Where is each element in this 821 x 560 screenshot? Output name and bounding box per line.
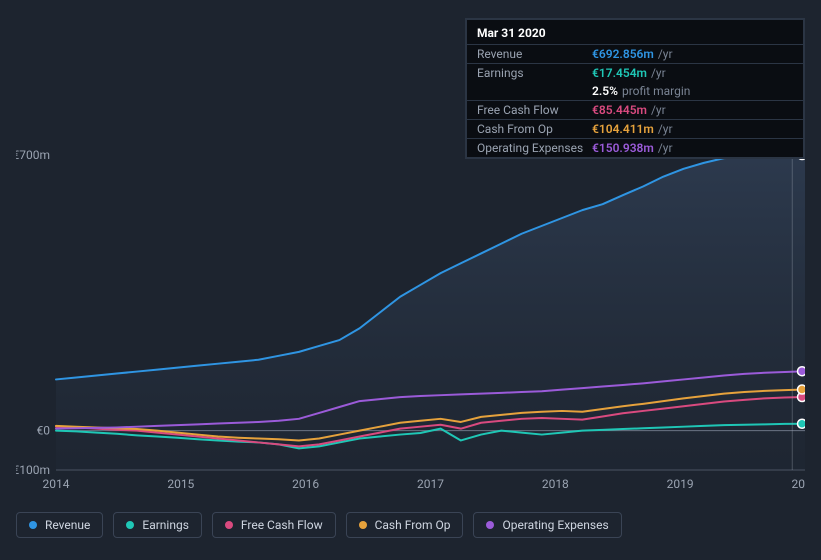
tooltip-row-unit: /yr [651,66,666,80]
legend-item[interactable]: Operating Expenses [473,512,621,538]
legend-dot [225,521,233,529]
legend-label: Operating Expenses [502,518,608,532]
chart-tooltip: Mar 31 2020 Revenue€692.856m/yrEarnings€… [465,18,805,159]
tooltip-row: Operating Expenses€150.938m/yr [467,138,803,157]
tooltip-row: Cash From Op€104.411m/yr [467,119,803,138]
legend-label: Free Cash Flow [241,518,323,532]
svg-text:2016: 2016 [292,477,319,491]
svg-text:2017: 2017 [417,477,444,491]
tooltip-row-value: €104.411m [592,122,654,136]
legend-item[interactable]: Free Cash Flow [212,512,336,538]
legend-item[interactable]: Cash From Op [346,512,464,538]
svg-text:2020: 2020 [792,477,805,491]
svg-text:2014: 2014 [43,477,70,491]
legend-dot [359,521,367,529]
legend-item[interactable]: Revenue [16,512,103,538]
tooltip-row-unit: /yr [658,122,673,136]
tooltip-row-value: €85.445m [592,103,647,117]
tooltip-row-unit: profit margin [622,84,690,98]
tooltip-row-unit: /yr [658,47,673,61]
tooltip-row: Earnings€17.454m/yr [467,63,803,82]
svg-text:2015: 2015 [167,477,194,491]
tooltip-row-label: Free Cash Flow [477,103,592,117]
tooltip-row-label: Operating Expenses [477,141,592,155]
tooltip-row: 2.5% profit margin [467,82,803,100]
tooltip-row-label: Cash From Op [477,122,592,136]
legend-label: Earnings [142,518,189,532]
tooltip-row-unit: /yr [651,103,666,117]
legend-dot [486,521,494,529]
svg-text:2019: 2019 [667,477,694,491]
tooltip-row-label: Revenue [477,47,592,61]
tooltip-row-label: Earnings [477,66,592,80]
legend-label: Cash From Op [375,518,451,532]
tooltip-row: Revenue€692.856m/yr [467,44,803,63]
tooltip-date: Mar 31 2020 [467,20,803,44]
legend-dot [29,521,37,529]
legend-dot [126,521,134,529]
svg-text:2018: 2018 [542,477,569,491]
svg-text:€700m: €700m [16,148,50,162]
tooltip-row-value: €17.454m [592,66,647,80]
tooltip-row: Free Cash Flow€85.445m/yr [467,100,803,119]
legend-item[interactable]: Earnings [113,512,202,538]
tooltip-row-value: €150.938m [592,141,654,155]
svg-text:-€100m: -€100m [16,463,50,477]
tooltip-row-value: €692.856m [592,47,654,61]
tooltip-row-unit: /yr [658,141,673,155]
chart-legend: Revenue Earnings Free Cash Flow Cash From O… [16,512,622,538]
svg-text:€0: €0 [37,424,51,438]
legend-label: Revenue [45,518,90,532]
tooltip-row-value: 2.5% [592,84,618,98]
